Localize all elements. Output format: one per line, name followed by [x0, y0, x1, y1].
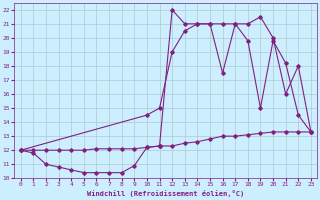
X-axis label: Windchill (Refroidissement éolien,°C): Windchill (Refroidissement éolien,°C) [87, 190, 244, 197]
